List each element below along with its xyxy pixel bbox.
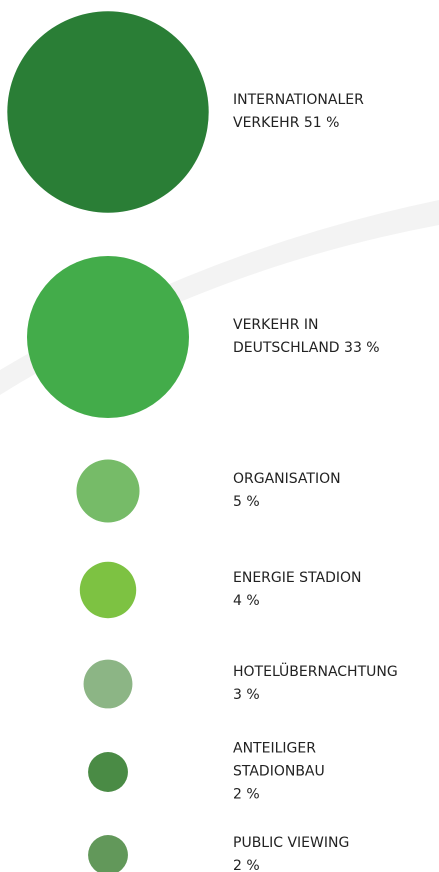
label: ENERGIE STADION 4 % [233,567,383,613]
value-label: 3 % [233,687,260,703]
value-label: 2 % [233,786,260,803]
label: VERKEHR IN DEUTSCHLAND 33 % [233,314,383,360]
bubble [88,752,128,792]
category-name: PUBLIC VIEWING [233,835,350,851]
value-label: 2 % [233,858,260,872]
label: ORGANISATION 5 % [233,468,383,514]
bubble [76,459,140,523]
value-label: 4 % [233,593,260,609]
label: HOTELÜBERNACHTUNG 3 % [233,661,398,707]
value-label: 5 % [233,494,260,510]
bubble [88,835,128,872]
category-name: ORGANISATION [233,471,341,487]
bubble [7,11,209,213]
category-name: ANTEILIGER STADIONBAU [233,740,325,780]
category-name: VERKEHR IN DEUTSCHLAND [233,317,340,356]
label: ANTEILIGER STADIONBAU 2 % [233,738,383,807]
value-label: 33 % [344,340,380,356]
bubble [83,659,133,709]
label: INTERNATIONALER VERKEHR 51 % [233,89,383,135]
background-swoosh [0,200,439,395]
bubble [27,256,189,418]
category-name: HOTELÜBERNACHTUNG [233,664,398,680]
category-name: ENERGIE STADION [233,570,362,586]
category-name: INTERNATIONALER VERKEHR [233,92,364,131]
label: PUBLIC VIEWING 2 % [233,832,383,872]
bubble [79,561,137,619]
value-label: 51 % [303,115,340,131]
